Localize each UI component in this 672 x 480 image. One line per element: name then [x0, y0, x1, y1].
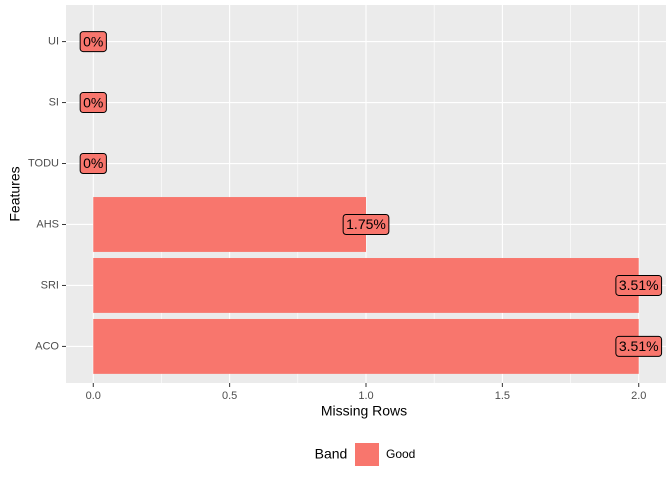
data-label: 3.51%: [619, 277, 659, 293]
data-label-box: [342, 213, 390, 235]
legend-label: Good: [386, 447, 415, 461]
x-axis-title: Missing Rows: [321, 403, 407, 419]
legend-key: [355, 443, 379, 466]
data-label: 0%: [83, 155, 103, 171]
y-tick-label: ACO: [35, 340, 59, 352]
y-tick-label: AHS: [36, 218, 59, 230]
data-label-box: [79, 153, 107, 175]
data-label: 0%: [83, 94, 103, 110]
bar: [93, 197, 366, 252]
x-tick-label: 1.0: [358, 390, 373, 402]
legend-title: Band: [315, 446, 348, 462]
data-label-box: [79, 92, 107, 114]
y-tick-label: UI: [48, 35, 59, 47]
y-tick-label: TODU: [28, 157, 59, 169]
y-axis-title: Features: [7, 166, 23, 221]
y-tick-label: SRI: [41, 279, 59, 291]
data-label: 3.51%: [619, 338, 659, 354]
x-tick-label: 0.0: [86, 390, 101, 402]
data-label: 0%: [83, 33, 103, 49]
bar: [93, 258, 639, 313]
x-tick-label: 1.5: [495, 390, 510, 402]
data-label-box: [615, 335, 663, 357]
y-tick-label: SI: [49, 96, 59, 108]
data-label-box: [79, 31, 107, 53]
data-label: 1.75%: [346, 216, 386, 232]
x-tick-label: 2.0: [631, 390, 646, 402]
x-tick-label: 0.5: [222, 390, 237, 402]
data-label-box: [615, 274, 663, 296]
bar: [93, 318, 639, 374]
